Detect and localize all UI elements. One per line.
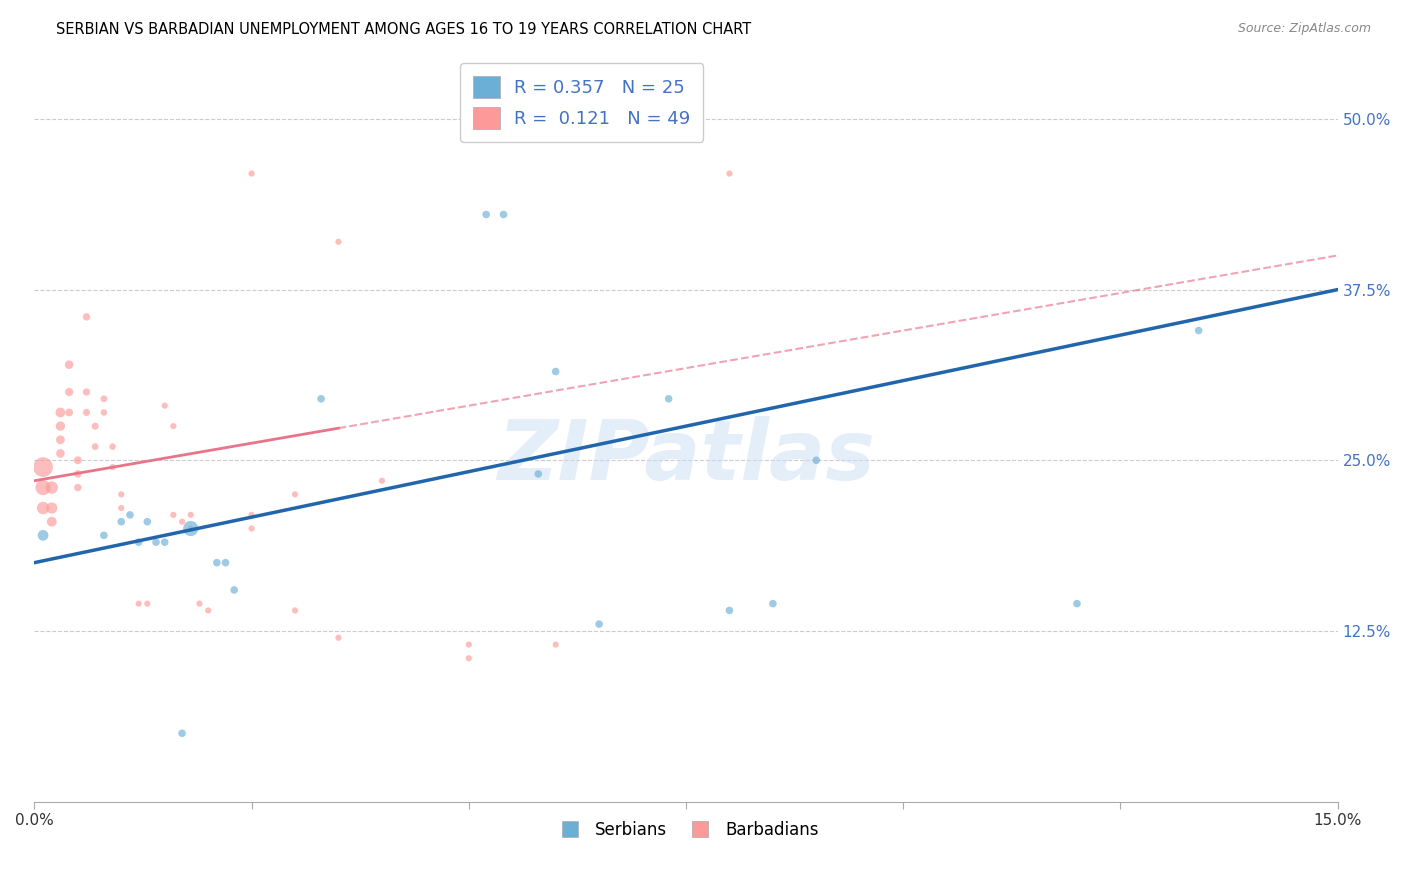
Point bbox=[128, 535, 150, 549]
Point bbox=[49, 446, 72, 460]
Point bbox=[58, 358, 80, 372]
Point bbox=[76, 384, 98, 399]
Point bbox=[180, 522, 202, 536]
Point bbox=[162, 508, 184, 522]
Point bbox=[145, 535, 167, 549]
Point bbox=[240, 167, 263, 181]
Point bbox=[806, 453, 828, 467]
Point bbox=[188, 597, 211, 611]
Point bbox=[328, 631, 350, 645]
Point bbox=[76, 310, 98, 324]
Point bbox=[544, 364, 567, 378]
Point bbox=[544, 638, 567, 652]
Point bbox=[492, 207, 515, 221]
Point bbox=[527, 467, 550, 481]
Point bbox=[153, 399, 176, 413]
Point bbox=[110, 487, 132, 501]
Point bbox=[58, 405, 80, 419]
Point bbox=[32, 481, 55, 495]
Point bbox=[66, 481, 89, 495]
Point bbox=[172, 515, 194, 529]
Point bbox=[84, 440, 107, 454]
Point bbox=[762, 597, 785, 611]
Point bbox=[58, 384, 80, 399]
Text: SERBIAN VS BARBADIAN UNEMPLOYMENT AMONG AGES 16 TO 19 YEARS CORRELATION CHART: SERBIAN VS BARBADIAN UNEMPLOYMENT AMONG … bbox=[56, 22, 751, 37]
Legend: Serbians, Barbadians: Serbians, Barbadians bbox=[547, 814, 825, 846]
Point bbox=[136, 515, 159, 529]
Point bbox=[718, 167, 741, 181]
Point bbox=[240, 522, 263, 536]
Point bbox=[41, 501, 63, 516]
Text: ZIPatlas: ZIPatlas bbox=[498, 416, 875, 497]
Point bbox=[118, 508, 141, 522]
Point bbox=[49, 433, 72, 447]
Point bbox=[371, 474, 394, 488]
Point bbox=[224, 582, 246, 597]
Point bbox=[41, 515, 63, 529]
Point bbox=[205, 556, 228, 570]
Point bbox=[328, 235, 350, 249]
Point bbox=[718, 603, 741, 617]
Point bbox=[76, 405, 98, 419]
Point bbox=[93, 405, 115, 419]
Point bbox=[197, 603, 219, 617]
Point bbox=[49, 405, 72, 419]
Point bbox=[309, 392, 332, 406]
Point bbox=[153, 535, 176, 549]
Point bbox=[41, 481, 63, 495]
Point bbox=[101, 440, 124, 454]
Point bbox=[457, 638, 479, 652]
Point bbox=[475, 207, 498, 221]
Point bbox=[240, 508, 263, 522]
Point bbox=[457, 651, 479, 665]
Point bbox=[180, 522, 202, 536]
Point bbox=[214, 556, 236, 570]
Point bbox=[1188, 324, 1211, 338]
Point bbox=[84, 419, 107, 434]
Point bbox=[284, 603, 307, 617]
Point bbox=[172, 726, 194, 740]
Point bbox=[1066, 597, 1088, 611]
Point bbox=[658, 392, 681, 406]
Point bbox=[588, 617, 610, 632]
Point bbox=[128, 597, 150, 611]
Point bbox=[162, 419, 184, 434]
Point bbox=[284, 487, 307, 501]
Point bbox=[32, 501, 55, 516]
Point bbox=[66, 467, 89, 481]
Text: Source: ZipAtlas.com: Source: ZipAtlas.com bbox=[1237, 22, 1371, 36]
Point bbox=[32, 528, 55, 542]
Point bbox=[32, 460, 55, 475]
Point bbox=[136, 597, 159, 611]
Point bbox=[110, 501, 132, 516]
Point bbox=[93, 392, 115, 406]
Point bbox=[66, 453, 89, 467]
Point bbox=[110, 515, 132, 529]
Point bbox=[93, 528, 115, 542]
Point bbox=[49, 419, 72, 434]
Point bbox=[101, 460, 124, 475]
Point bbox=[180, 508, 202, 522]
